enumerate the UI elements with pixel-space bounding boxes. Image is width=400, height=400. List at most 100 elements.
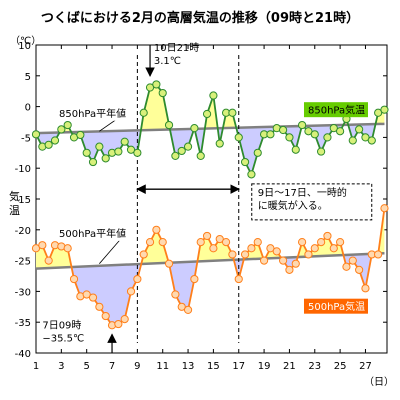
data-point (95, 302, 104, 311)
data-point (38, 241, 47, 250)
data-point (259, 256, 269, 265)
data-point (120, 315, 129, 324)
data-point (348, 136, 357, 145)
y-tick-label: -25 (15, 257, 31, 268)
data-point (183, 142, 193, 151)
x-tick-label: 1 (33, 361, 39, 372)
y-tick-label: -30 (15, 287, 31, 298)
annotation-text: −35.5℃ (42, 333, 84, 344)
data-point (209, 91, 218, 100)
data-point (215, 139, 224, 148)
data-point (57, 125, 66, 134)
data-point (329, 244, 338, 253)
y-axis-label-char-1: 気 (9, 189, 20, 203)
data-point (145, 83, 155, 92)
data-point (101, 154, 110, 163)
data-point (355, 265, 364, 274)
data-point (139, 250, 148, 259)
data-point (183, 305, 193, 314)
series-label-box (303, 102, 368, 118)
data-point (329, 124, 338, 133)
data-point (209, 244, 218, 253)
y-tick-label: -10 (15, 164, 31, 175)
series-label-text: 500hPa気温 (308, 300, 365, 313)
data-point (355, 125, 364, 134)
x-unit-label: （日） (364, 376, 394, 388)
data-point (164, 120, 174, 130)
data-point (139, 108, 148, 117)
x-tick-label: 3 (58, 361, 64, 372)
data-point (152, 225, 161, 234)
data-point (221, 238, 231, 247)
data-point (158, 238, 167, 247)
normal-line (35, 251, 385, 270)
data-point (304, 250, 313, 259)
data-point (336, 238, 345, 247)
data-point (348, 256, 357, 265)
data-point (158, 88, 167, 98)
x-tick-label: 27 (359, 361, 372, 372)
x-tick-label: 23 (308, 361, 321, 372)
x-tick-label: 25 (334, 361, 347, 372)
data-point (171, 151, 180, 160)
data-point (272, 247, 281, 256)
data-point (247, 244, 256, 253)
normal-line (35, 122, 385, 135)
data-point (190, 274, 199, 284)
x-tick-label: 17 (232, 361, 245, 372)
data-point (240, 250, 250, 259)
data-point (291, 145, 300, 154)
y-axis-label: 気 温 (9, 189, 24, 217)
data-point (133, 274, 142, 284)
data-point (304, 127, 313, 136)
data-point (298, 120, 307, 130)
data-point (177, 146, 186, 156)
data-point (361, 133, 370, 142)
data-point (31, 130, 41, 139)
data-point (228, 108, 237, 117)
annotation-text: 10日21時 (154, 42, 199, 54)
series-label-box (54, 224, 127, 241)
data-point (298, 238, 307, 247)
data-point (126, 145, 136, 154)
data-point (323, 231, 332, 241)
data-point (126, 287, 136, 296)
data-point (76, 130, 85, 140)
y-tick-label: -15 (15, 195, 31, 206)
data-point (374, 250, 383, 259)
x-tick-label: 5 (83, 361, 89, 372)
y-tick-label: 10 (18, 41, 31, 52)
data-point (63, 120, 72, 130)
annotation-text: 3.1℃ (154, 56, 181, 67)
x-tick-label: 19 (258, 361, 271, 372)
data-point (82, 290, 91, 299)
data-point (101, 311, 110, 321)
x-tick-label: 9 (134, 361, 140, 372)
data-point (266, 244, 275, 253)
data-point (88, 157, 98, 167)
data-point (95, 142, 104, 151)
data-point (196, 238, 205, 247)
data-point (177, 302, 186, 311)
data-point (374, 108, 383, 117)
data-point (266, 130, 275, 139)
data-point (317, 238, 326, 247)
data-point (380, 204, 389, 213)
y-unit-label: （℃） (10, 35, 41, 47)
series-label-text: 850hPa平年値 (59, 107, 126, 120)
data-point (336, 127, 345, 136)
annotation-text: 9日〜17日、一時的 (258, 186, 347, 199)
annotation-text: に暖気が入る。 (258, 199, 328, 212)
data-point (145, 238, 155, 247)
data-point (317, 147, 326, 156)
y-tick-label: -5 (21, 133, 31, 144)
data-point (44, 256, 53, 265)
data-point (50, 136, 60, 145)
data-point (253, 148, 262, 157)
x-tick-label: 21 (283, 361, 296, 372)
data-point (69, 274, 79, 284)
data-point (196, 151, 205, 160)
series-label-box (54, 104, 127, 121)
